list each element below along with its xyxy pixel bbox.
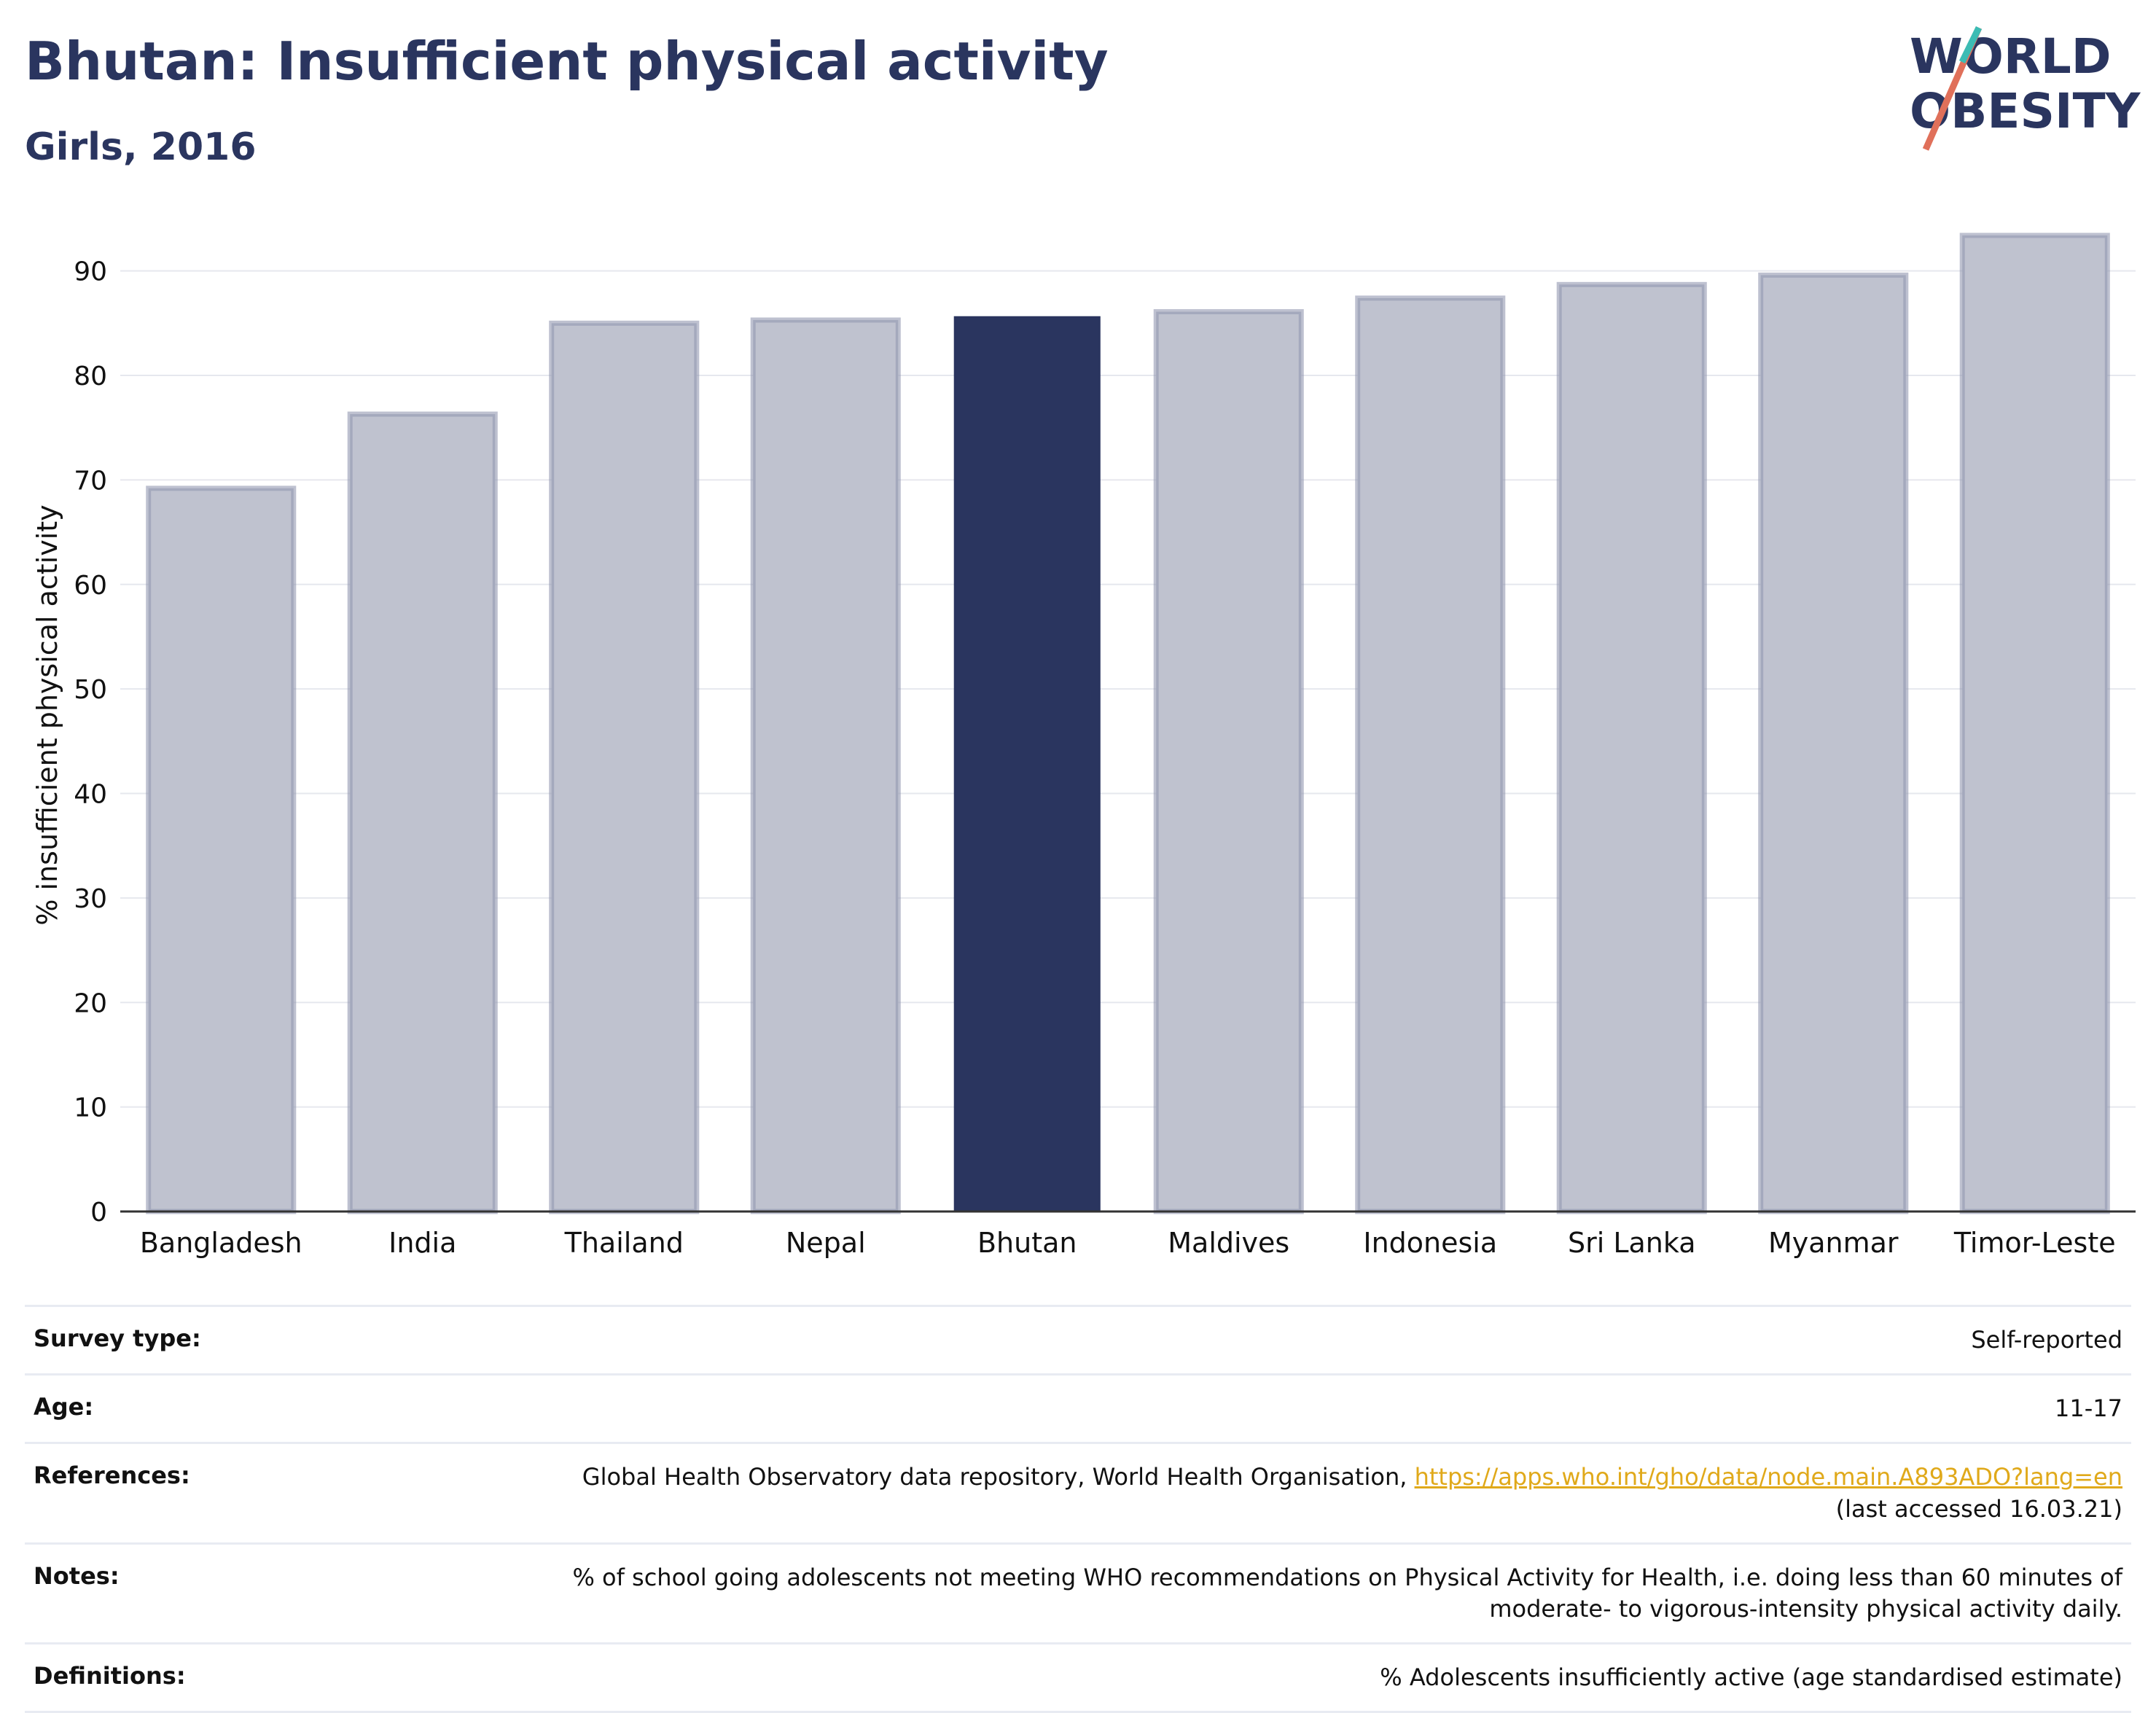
bar-maldives	[1153, 309, 1304, 1214]
y-tick-label: 50	[74, 675, 107, 705]
notes-line-2: moderate- to vigorous-intensity physical…	[1489, 1594, 2122, 1623]
bar-chart: 0 10 20 30 40 50 60 70 80 90 Bangladesh India Thail…	[31, 233, 2136, 1259]
x-tick-label: Bhutan	[977, 1227, 1077, 1259]
y-tick-label: 70	[74, 466, 107, 496]
y-axis-label: % insufficient physical activity	[31, 504, 63, 925]
meta-row-references: References: Global Health Observatory da…	[25, 1442, 2131, 1542]
bar-sri-lanka	[1556, 281, 1707, 1214]
meta-value: % Adolescents insufficiently active (age…	[1380, 1663, 2122, 1692]
y-tick-label: 10	[74, 1093, 107, 1123]
x-tick-label: Sri Lanka	[1568, 1227, 1696, 1259]
world-obesity-logo: WORLD OBESITY	[1910, 26, 2141, 151]
y-tick-label: 20	[74, 988, 107, 1018]
bar-nepal	[750, 317, 901, 1214]
x-tick-label: Myanmar	[1768, 1227, 1899, 1259]
bar-india	[347, 411, 498, 1214]
x-axis-ticks: Bangladesh India Thailand Nepal Bhutan Maldiv…	[140, 1227, 2116, 1259]
meta-row-definitions: Definitions: % Adolescents insufficientl…	[25, 1642, 2131, 1713]
meta-label: References:	[34, 1462, 190, 1490]
reference-text: Global Health Observatory data repositor…	[582, 1463, 1415, 1491]
meta-label: Survey type:	[34, 1324, 201, 1352]
reference-link[interactable]: https://apps.who.int/gho/data/node.main.…	[1414, 1463, 2122, 1491]
svg-text:WORLD: WORLD	[1910, 28, 2112, 85]
x-tick-label: Thailand	[564, 1227, 684, 1259]
x-tick-label: Maldives	[1168, 1227, 1289, 1259]
meta-value: Self-reported	[1971, 1326, 2122, 1354]
bar-timor-leste	[1959, 233, 2110, 1214]
meta-row-age: Age: 11-17	[25, 1373, 2131, 1442]
x-tick-label: Nepal	[786, 1227, 866, 1259]
metadata-table: Survey type: Self-reported Age: 11-17 Re…	[25, 1305, 2131, 1713]
y-tick-label: 30	[74, 884, 107, 914]
y-tick-label: 90	[74, 257, 107, 287]
meta-value: % of school going adolescents not meetin…	[267, 1562, 2122, 1625]
x-tick-label: Timor-Leste	[1953, 1227, 2116, 1259]
meta-label: Definitions:	[34, 1662, 186, 1690]
bar-thailand	[549, 320, 700, 1214]
y-tick-label: 60	[74, 571, 107, 601]
reference-accessed: (last accessed 16.03.21)	[1835, 1494, 2122, 1523]
x-tick-label: Bangladesh	[140, 1227, 302, 1259]
meta-label: Age:	[34, 1393, 94, 1421]
meta-value: Global Health Observatory data repositor…	[267, 1462, 2122, 1524]
bar-bangladesh	[146, 485, 297, 1214]
bar-indonesia	[1355, 295, 1506, 1214]
meta-label: Notes:	[34, 1561, 120, 1590]
bar-myanmar	[1758, 272, 1909, 1214]
y-axis-ticks: 0 10 20 30 40 50 60 70 80 90	[74, 257, 107, 1228]
meta-row-survey-type: Survey type: Self-reported	[25, 1305, 2131, 1373]
y-tick-label: 0	[90, 1198, 107, 1228]
x-tick-label: India	[388, 1227, 456, 1259]
y-tick-label: 80	[74, 362, 107, 391]
bar-bhutan	[953, 316, 1101, 1212]
meta-row-notes: Notes: % of school going adolescents not…	[25, 1542, 2131, 1642]
page-subtitle: Girls, 2016	[25, 125, 257, 169]
meta-value: 11-17	[2055, 1394, 2122, 1423]
notes-line-1: % of school going adolescents not meetin…	[572, 1563, 2122, 1591]
bars	[146, 233, 2110, 1214]
x-tick-label: Indonesia	[1363, 1227, 1497, 1259]
page-title: Bhutan: Insufficient physical activity	[25, 31, 1109, 92]
y-tick-label: 40	[74, 780, 107, 810]
